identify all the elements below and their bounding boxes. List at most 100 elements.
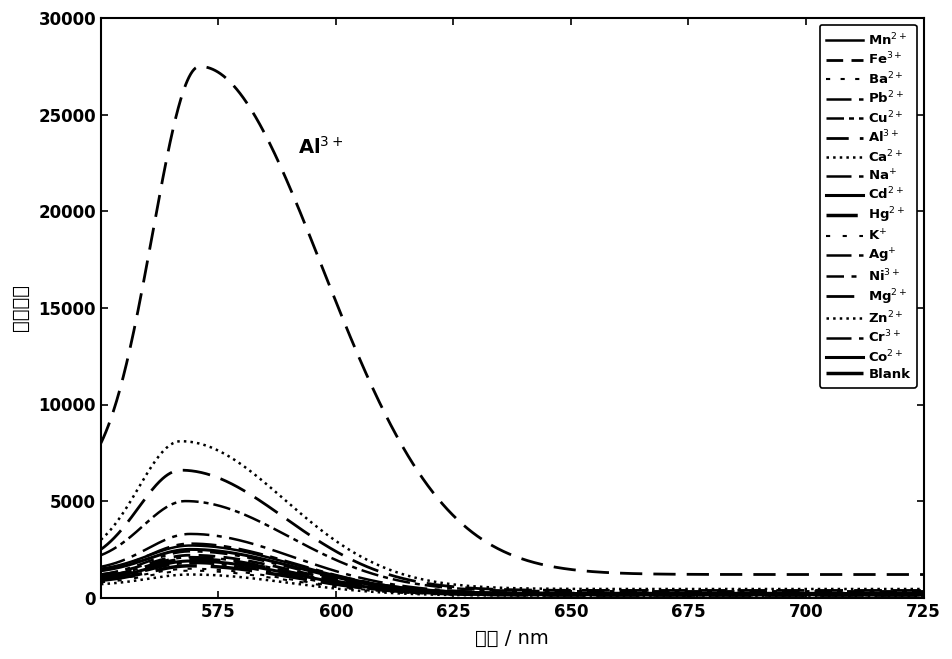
Ca$^{2+}$ [738,585,749,593]
Zn$^{2+}$ [185,571,196,579]
Fe$^{3+}$ [428,588,440,596]
Line: Mg$^{2+}$: Mg$^{2+}$ [101,470,923,590]
Pb$^{2+}$ [428,585,440,593]
Ca$^{2+}$ [661,585,672,593]
Blank [95,577,107,585]
Cr$^{3+}$ [661,591,672,599]
Mg$^{2+}$ [180,467,191,474]
Ca$^{2+}$ [458,582,469,590]
Na$^{+}$ [661,590,672,598]
Zn$^{2+}$ [458,591,469,599]
Pb$^{2+}$ [918,589,929,597]
Mg$^{2+}$ [458,584,469,592]
Ni$^{3+}$ [458,589,469,597]
Fe$^{3+}$ [179,552,190,559]
Co$^{2+}$ [95,575,107,583]
Zn$^{2+}$ [661,592,672,600]
Fe$^{3+}$ [752,590,764,598]
Co$^{2+}$ [458,590,469,598]
Fe$^{3+}$ [738,590,749,598]
Line: Ca$^{2+}$: Ca$^{2+}$ [101,442,923,589]
Na$^{+}$ [918,590,929,598]
Na$^{+}$ [179,554,190,561]
Cr$^{3+}$ [738,591,749,599]
Mg$^{2+}$ [661,587,672,594]
Al$^{3+}$ [95,439,107,447]
Hg$^{2+}$ [95,573,107,581]
Al$^{3+}$ [458,522,469,530]
Ca$^{2+}$ [428,578,440,586]
K$^{+}$ [95,579,107,587]
Cd$^{2+}$ [918,590,929,598]
Blank [752,591,764,599]
Fe$^{3+}$ [95,571,107,579]
Blank [661,591,672,599]
Hg$^{2+}$ [752,590,764,598]
Zn$^{2+}$ [752,592,764,600]
Mg$^{2+}$ [918,587,929,594]
Line: Mn$^{2+}$: Mn$^{2+}$ [101,546,923,593]
Ca$^{2+}$ [180,438,191,445]
Fe$^{3+}$ [918,590,929,598]
Cr$^{3+}$ [95,575,107,583]
Line: Al$^{3+}$: Al$^{3+}$ [101,67,923,575]
Mn$^{2+}$ [738,589,749,597]
Zn$^{2+}$ [918,592,929,600]
Line: Na$^{+}$: Na$^{+}$ [101,557,923,594]
Pb$^{2+}$ [661,589,672,597]
Cr$^{3+}$ [179,559,190,567]
Ba$^{2+}$ [428,590,440,598]
Co$^{2+}$ [918,591,929,599]
Pb$^{2+}$ [738,589,749,597]
Cd$^{2+}$ [95,567,107,575]
Co$^{2+}$ [428,588,440,596]
Ag$^{+}$ [185,540,196,548]
Na$^{+}$ [95,573,107,581]
Blank [179,562,190,570]
Ag$^{+}$ [752,590,764,598]
Ni$^{3+}$ [185,548,196,556]
Hg$^{2+}$ [428,588,440,596]
Ag$^{+}$ [428,587,440,594]
Ca$^{2+}$ [752,585,764,593]
Ba$^{2+}$ [738,591,749,599]
X-axis label: 波长 / nm: 波长 / nm [475,629,549,648]
Pb$^{2+}$ [179,530,190,538]
K$^{+}$ [918,591,929,599]
Cd$^{2+}$ [752,590,764,598]
Line: Ag$^{+}$: Ag$^{+}$ [101,544,923,594]
Mg$^{2+}$ [175,466,187,474]
Na$^{+}$ [752,590,764,598]
Al$^{3+}$ [661,570,672,578]
Blank [185,562,196,570]
Mn$^{2+}$ [185,542,196,550]
Line: Ni$^{3+}$: Ni$^{3+}$ [101,552,923,594]
Na$^{+}$ [428,588,440,596]
K$^{+}$ [185,567,196,575]
Al$^{3+}$ [194,63,206,71]
Fe$^{3+}$ [458,589,469,597]
Ca$^{2+}$ [95,536,107,544]
Zn$^{2+}$ [95,580,107,588]
Line: Cr$^{3+}$: Cr$^{3+}$ [101,563,923,595]
Cu$^{2+}$ [180,497,191,505]
Ba$^{2+}$ [458,590,469,598]
Ni$^{3+}$ [918,590,929,598]
Cd$^{2+}$ [428,587,440,595]
K$^{+}$ [752,591,764,599]
Ag$^{+}$ [458,588,469,596]
K$^{+}$ [661,591,672,599]
Fe$^{3+}$ [661,590,672,598]
Y-axis label: 荧光强度: 荧光强度 [11,285,30,331]
Line: Pb$^{2+}$: Pb$^{2+}$ [101,534,923,593]
Cu$^{2+}$ [179,497,190,505]
Ag$^{+}$ [661,590,672,598]
Line: Co$^{2+}$: Co$^{2+}$ [101,561,923,595]
Mg$^{2+}$ [752,587,764,594]
Co$^{2+}$ [185,557,196,565]
Ag$^{+}$ [179,540,190,548]
Line: Blank: Blank [101,566,923,595]
Mg$^{2+}$ [738,587,749,594]
Cr$^{3+}$ [458,590,469,598]
Na$^{+}$ [185,553,196,561]
